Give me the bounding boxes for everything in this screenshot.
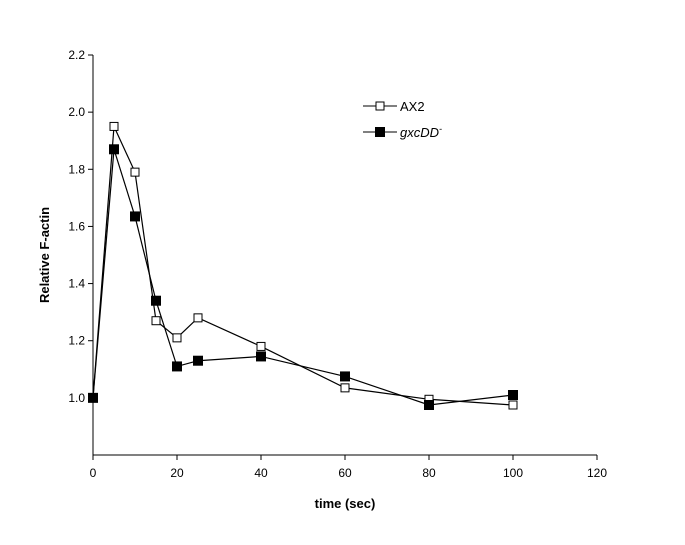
y-axis-label: Relative F-actin — [37, 207, 52, 303]
data-point — [340, 371, 350, 382]
legend-marker-ax2 — [375, 101, 385, 111]
data-point — [109, 121, 119, 131]
x-tick-label: 20 — [170, 466, 184, 480]
data-point — [508, 390, 518, 400]
x-tick-label: 100 — [503, 466, 523, 480]
data-point — [193, 355, 203, 366]
x-tick-label: 120 — [587, 466, 607, 480]
legend-marker-gxcdd — [375, 127, 385, 137]
series-gxcdd — [88, 144, 518, 410]
data-point — [130, 167, 140, 177]
legend-label-ax2: AX2 — [400, 99, 425, 114]
data-point — [172, 333, 182, 343]
data-point — [340, 383, 350, 393]
series-line — [92, 124, 514, 406]
axes — [92, 55, 597, 456]
y-tick-label: 1.0 — [68, 391, 85, 405]
series-ax2 — [88, 121, 518, 410]
data-point — [256, 351, 266, 362]
data-point — [151, 295, 161, 306]
data-point — [88, 392, 98, 403]
x-tick-label: 40 — [254, 466, 268, 480]
series-line — [92, 149, 514, 406]
y-tick-label: 2.0 — [68, 105, 85, 119]
data-point — [172, 361, 182, 372]
data-point — [109, 144, 119, 155]
legend: AX2 gxcDD- — [363, 99, 442, 140]
data-point — [424, 400, 434, 410]
y-tick-label: 1.4 — [68, 277, 85, 291]
legend-label-gxcdd: gxcDD- — [400, 124, 442, 140]
x-tick-label: 80 — [422, 466, 436, 480]
x-tick-label: 0 — [90, 466, 97, 480]
data-point — [130, 211, 140, 222]
y-tick-label: 2.2 — [68, 48, 85, 62]
data-point — [256, 341, 266, 351]
data-point — [193, 313, 203, 323]
x-axis-label: time (sec) — [315, 496, 376, 511]
legend-superscript: - — [439, 124, 442, 134]
y-tick-label: 1.6 — [68, 219, 85, 233]
data-point — [151, 316, 161, 326]
y-tick-label: 1.2 — [68, 334, 85, 348]
data-point — [508, 400, 518, 410]
x-tick-label: 60 — [338, 466, 352, 480]
y-tick-label: 1.8 — [68, 162, 85, 176]
